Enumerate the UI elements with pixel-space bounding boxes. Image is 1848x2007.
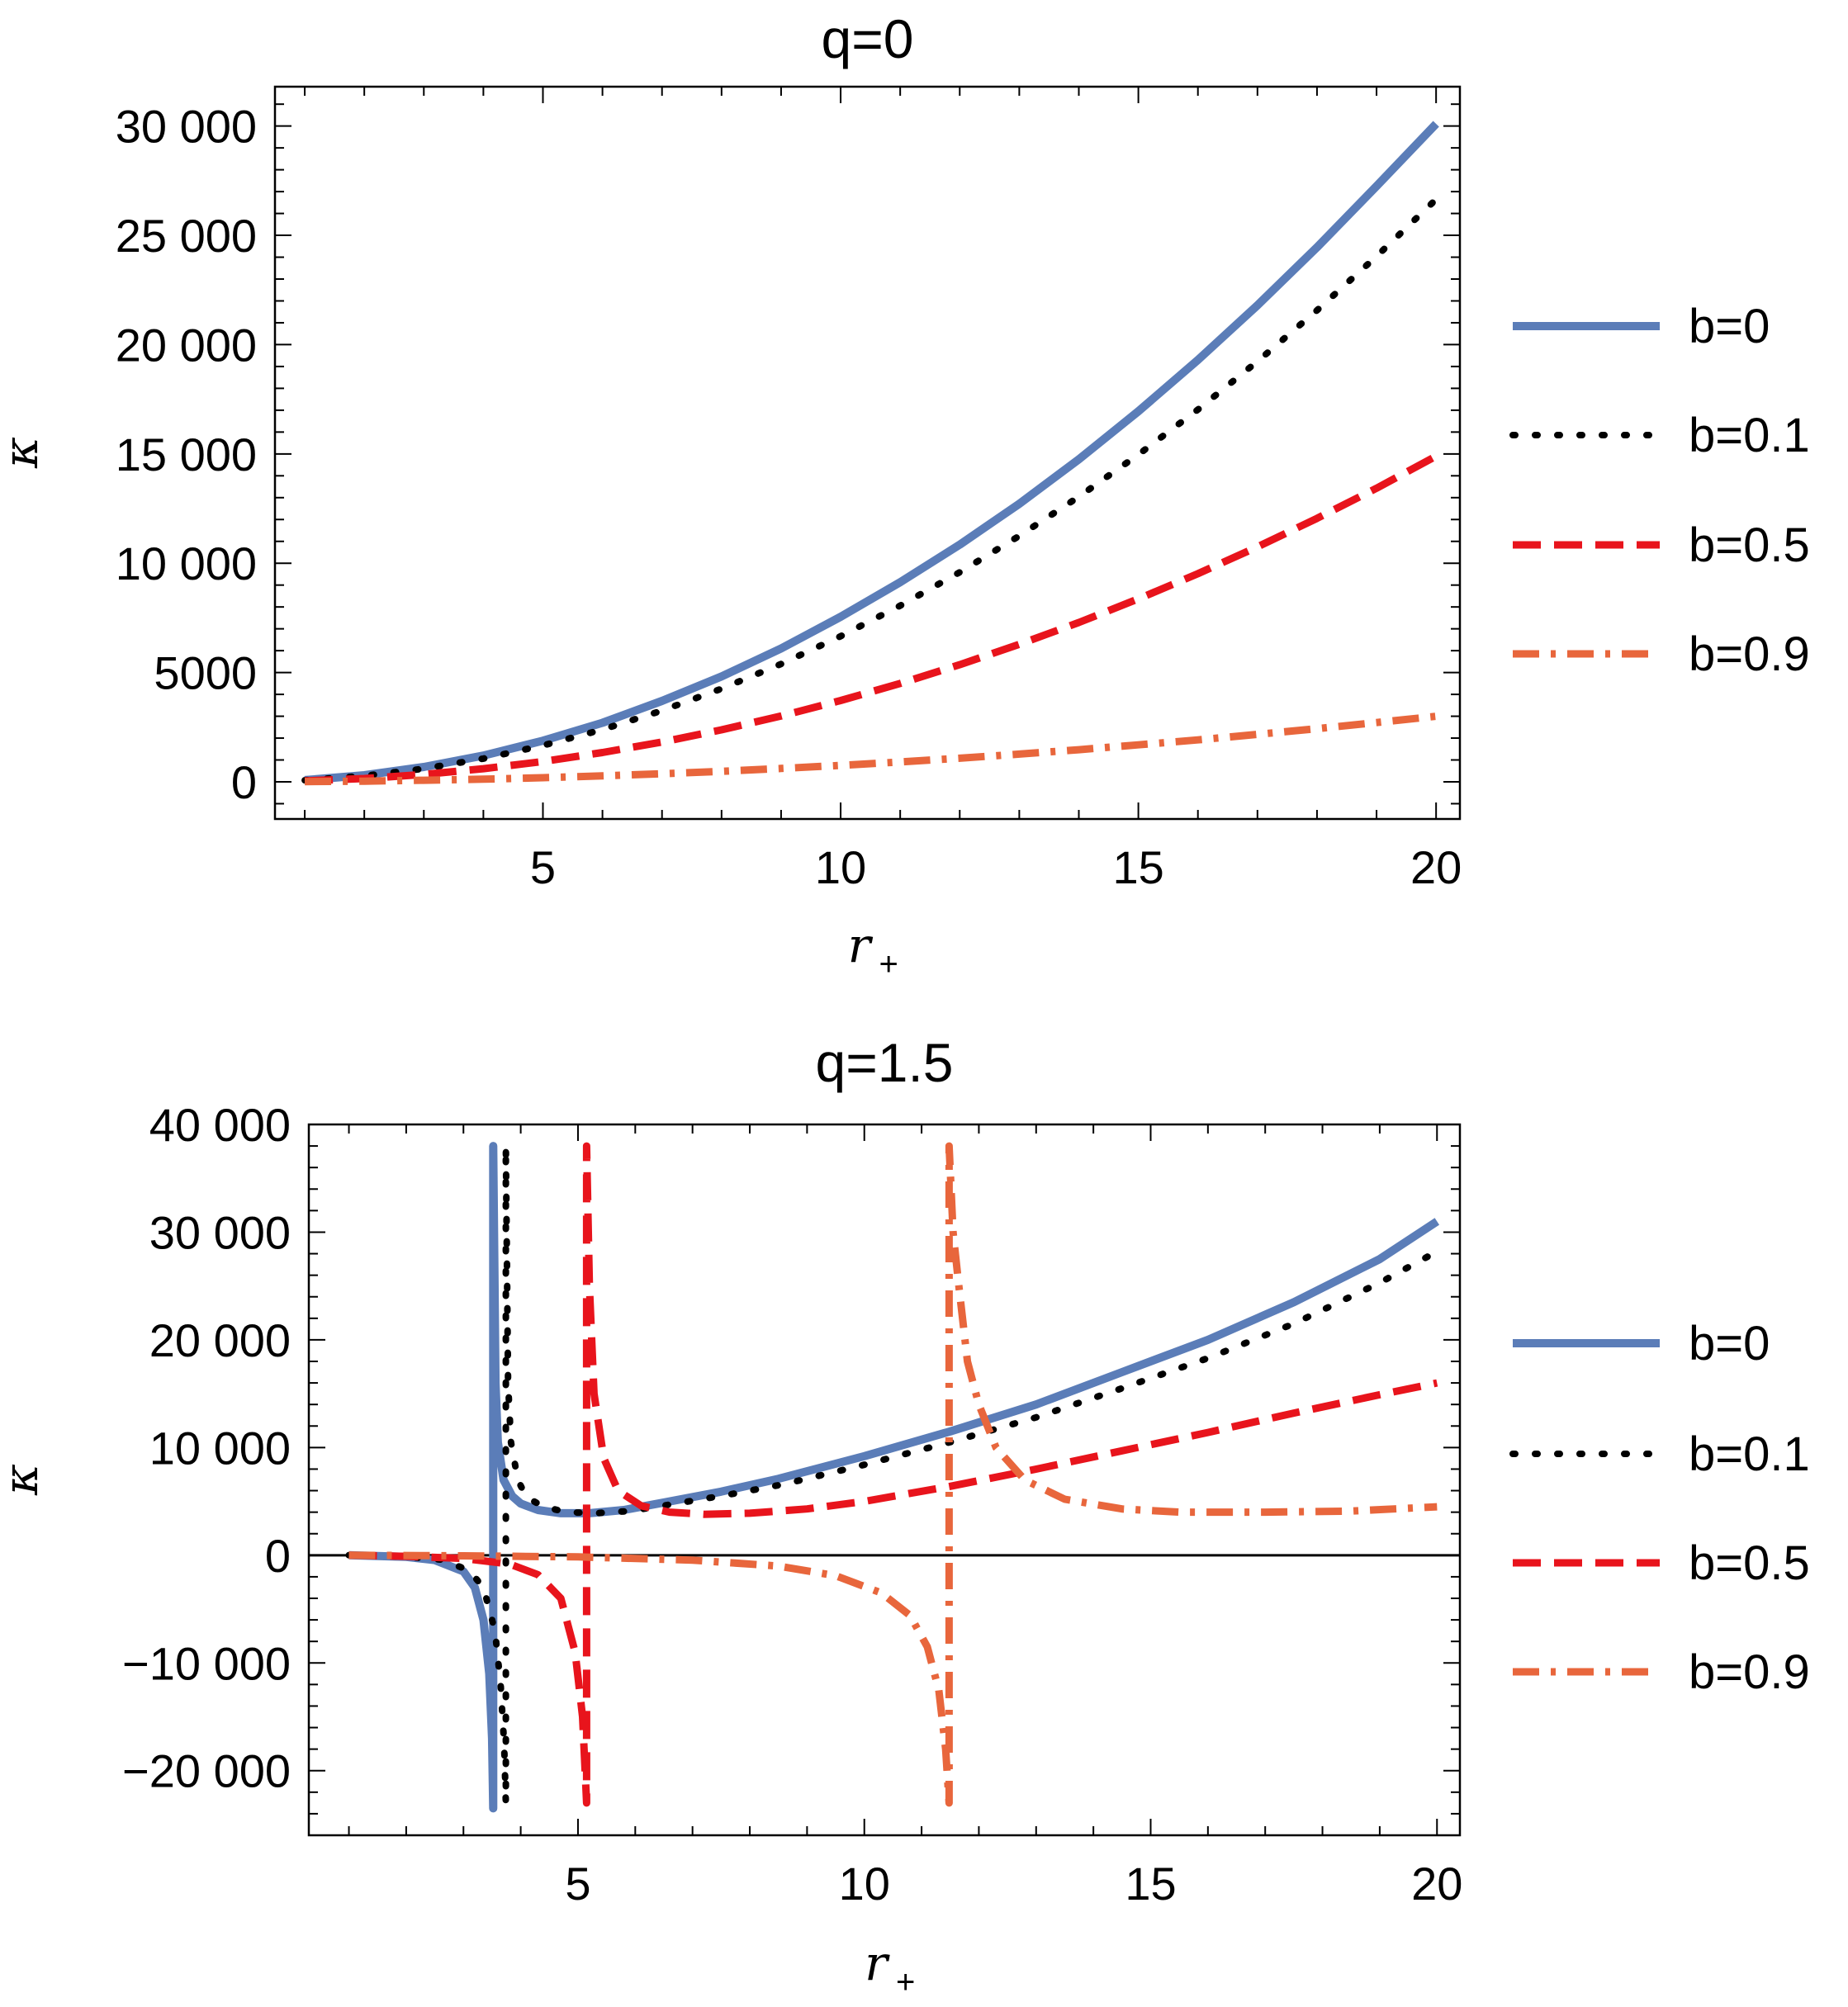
x-tick-label: 5 — [530, 841, 556, 893]
y-tick-label: 5000 — [154, 647, 257, 699]
y-tick-label: −10 000 — [122, 1637, 291, 1689]
x-tick-label: 15 — [1112, 841, 1163, 893]
x-tick-label: 15 — [1125, 1858, 1176, 1910]
x-tick-label: 10 — [839, 1858, 890, 1910]
legend-label: b=0.5 — [1689, 518, 1810, 572]
x-axis-label-subscript: + — [896, 1964, 915, 2000]
legend-label: b=0.9 — [1689, 1645, 1810, 1699]
legend-label: b=0.1 — [1689, 1427, 1810, 1481]
y-tick-label: 40 000 — [149, 1099, 291, 1151]
legend-label: b=0.1 — [1689, 409, 1810, 462]
y-tick-label: −20 000 — [122, 1745, 291, 1797]
y-tick-label: 30 000 — [116, 101, 257, 153]
series-line-b=0.5 — [304, 452, 1438, 785]
series-line-b=0.9 — [305, 712, 1437, 786]
y-tick-label: 25 000 — [116, 210, 257, 262]
legend-label: b=0.5 — [1689, 1536, 1810, 1590]
legend-label: b=0 — [1689, 1317, 1770, 1370]
x-tick-label: 20 — [1410, 841, 1462, 893]
y-tick-label: 0 — [265, 1530, 291, 1582]
chart-panel-q1-5: q=1.5 5 10 15 20 −20 000 −10 000 0 10 000 20 000 3… — [0, 1032, 1810, 2000]
series-line-b=0.1 — [345, 1143, 1441, 1806]
plot-frame — [307, 1123, 1462, 1837]
x-axis-label-subscript: + — [879, 946, 898, 982]
x-tick-label: 10 — [815, 841, 866, 893]
chart-title: q=0 — [822, 8, 914, 69]
y-tick-label: 20 000 — [149, 1314, 291, 1366]
series-line-b=0 — [304, 121, 1439, 784]
y-tick-label: 10 000 — [149, 1422, 291, 1474]
y-axis-label: κ — [0, 1464, 49, 1496]
y-axis-label: κ — [0, 437, 49, 469]
x-tick-label: 20 — [1411, 1858, 1462, 1910]
series-line-b=0.5 — [348, 1142, 1438, 1807]
series-line-b=0 — [348, 1142, 1440, 1813]
legend-label: b=0 — [1689, 300, 1770, 353]
y-tick-label: 20 000 — [116, 319, 257, 371]
y-tick-label: 15 000 — [116, 428, 257, 480]
chart-panel-q0: q=0 5 10 15 20 0 5000 10 000 15 000 20 000 25 000 3… — [0, 8, 1810, 982]
chart-title: q=1.5 — [816, 1032, 954, 1093]
series-line-b=0.9 — [348, 1142, 1438, 1807]
y-tick-label: 10 000 — [116, 537, 257, 589]
y-tick-label: 0 — [231, 756, 257, 808]
plot-frame — [273, 85, 1462, 821]
y-tick-label: 30 000 — [149, 1206, 291, 1258]
x-tick-label: 5 — [565, 1858, 590, 1910]
x-axis-label: r — [865, 1935, 890, 1991]
x-axis-label: r — [848, 917, 874, 973]
legend-label: b=0.9 — [1689, 627, 1810, 681]
series-line-b=0.1 — [301, 196, 1440, 784]
